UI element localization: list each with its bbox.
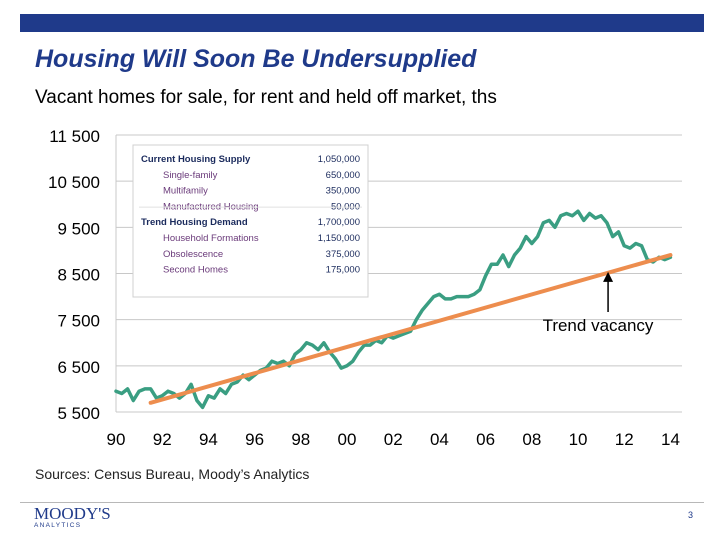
trend-layer [148, 253, 673, 405]
inset-row-label: Single-family [163, 170, 218, 181]
annotation-layer: Trend vacancy [543, 271, 654, 335]
inset-row-value: 1,700,000 [318, 217, 360, 228]
x-tick-label: 94 [199, 430, 218, 449]
x-tick-label: 92 [153, 430, 172, 449]
x-tick-label: 96 [245, 430, 264, 449]
inset-row-value: 350,000 [326, 186, 360, 197]
inset-table: Current Housing Supply 1,050,000 Single-fa… [132, 144, 369, 298]
y-tick-label: 8 500 [57, 266, 100, 285]
x-tick-label: 00 [338, 430, 357, 449]
y-tick-label: 6 500 [57, 358, 100, 377]
trend-vacancy-label: Trend vacancy [543, 316, 654, 335]
x-tick-label: 02 [384, 430, 403, 449]
chart-subtitle: Vacant homes for sale, for rent and held… [35, 87, 497, 108]
sources-note: Sources: Census Bureau, Moody’s Analytic… [35, 466, 310, 482]
inset-row-label: Obsolescence [163, 249, 223, 260]
inset-header-label: Trend Housing Demand [141, 217, 248, 228]
y-axis-ticks: 5 500 6 500 7 500 8 500 9 500 10 500 11 500 [48, 127, 100, 423]
inset-row-value: 175,000 [326, 265, 360, 276]
annotation-arrowhead [603, 271, 614, 282]
inset-row-label: Multifamily [163, 186, 208, 197]
inset-row-label: Second Homes [163, 265, 228, 276]
x-axis-ticks: 90 92 94 96 98 00 02 04 06 08 10 12 14 [107, 430, 680, 449]
grid-lines [115, 134, 682, 413]
x-tick-label: 06 [476, 430, 495, 449]
x-tick-label: 08 [522, 430, 541, 449]
inset-header-label: Current Housing Supply [141, 154, 251, 165]
x-tick-label: 14 [661, 430, 680, 449]
inset-row-value: 1,050,000 [318, 154, 360, 165]
inset-table-box [132, 144, 369, 298]
y-tick-label: 7 500 [57, 312, 100, 331]
y-tick-label: 9 500 [57, 219, 100, 238]
moodys-logo: MOODY'S ANALYTICS [34, 505, 114, 535]
page-number: 3 [688, 510, 694, 520]
series-line-vacant-homes [114, 209, 673, 410]
x-tick-label: 12 [615, 430, 634, 449]
slide-title: Housing Will Soon Be Undersupplied [35, 45, 477, 73]
x-tick-label: 98 [291, 430, 310, 449]
x-tick-label: 90 [107, 430, 126, 449]
inset-row-value: 650,000 [326, 170, 360, 181]
logo-wordmark: MOODY'S [34, 504, 111, 523]
top-banner [20, 14, 704, 32]
trend-line [148, 253, 673, 405]
y-tick-label: 11 500 [49, 127, 100, 146]
y-tick-label: 10 500 [48, 173, 100, 192]
inset-row-value: 1,150,000 [318, 233, 360, 244]
inset-row-label: Household Formations [163, 233, 259, 244]
x-tick-label: 04 [430, 430, 449, 449]
logo-subtext: ANALYTICS [34, 522, 82, 529]
y-tick-label: 5 500 [57, 404, 100, 423]
inset-row-value: 375,000 [326, 249, 360, 260]
footer-divider [20, 502, 704, 503]
series-layer [114, 209, 673, 410]
x-tick-label: 10 [569, 430, 588, 449]
